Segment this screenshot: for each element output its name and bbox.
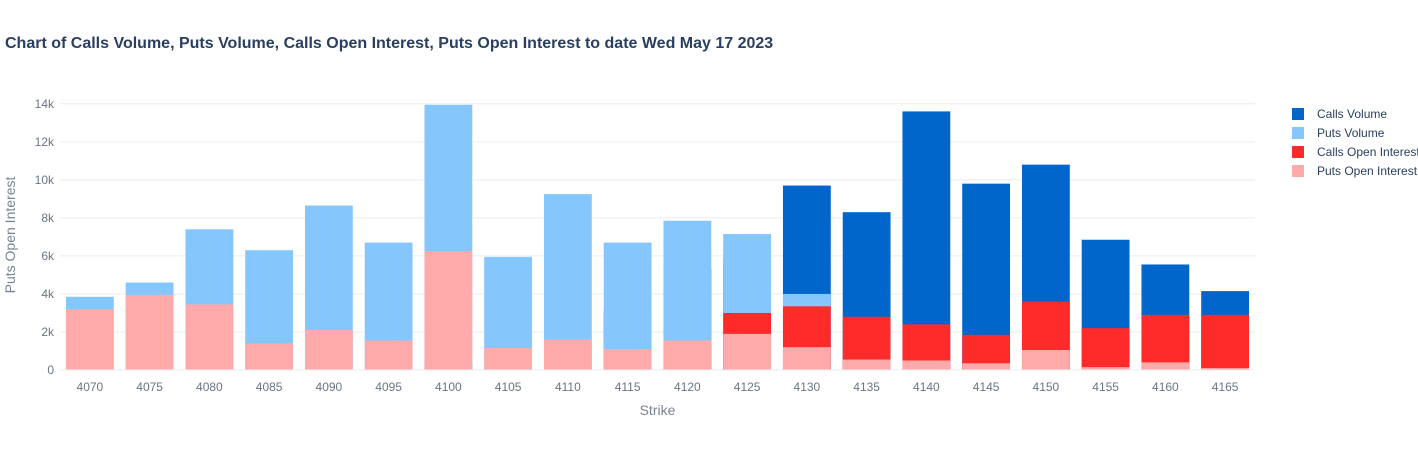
x-tick-label: 4085 <box>256 380 283 394</box>
x-tick-label: 4100 <box>435 380 462 394</box>
legend-swatch <box>1292 127 1304 139</box>
bar-puts-open-interest <box>424 251 473 370</box>
bar-puts-open-interest <box>842 359 891 370</box>
y-tick-label: 12k <box>35 135 55 149</box>
x-tick-label: 4140 <box>913 380 940 394</box>
bar-puts-open-interest <box>1201 368 1250 370</box>
bar-puts-open-interest <box>663 340 712 370</box>
x-tick-label: 4115 <box>615 380 641 394</box>
bar-puts-open-interest <box>245 343 294 370</box>
legend-label: Calls Volume <box>1317 107 1387 121</box>
y-tick-label: 2k <box>41 325 55 339</box>
x-tick-label: 4080 <box>196 380 223 394</box>
bar-puts-open-interest <box>125 294 174 370</box>
bar-puts-open-interest <box>185 304 234 370</box>
bar-puts-open-interest <box>962 363 1011 370</box>
bar-puts-volume <box>603 242 652 370</box>
x-tick-label: 4135 <box>853 380 880 394</box>
x-tick-label: 4130 <box>794 380 821 394</box>
legend-label: Puts Volume <box>1317 126 1385 140</box>
bar-puts-open-interest <box>603 349 652 370</box>
bar-calls-open-interest <box>1141 314 1190 370</box>
x-tick-label: 4095 <box>375 380 402 394</box>
x-tick-label: 4110 <box>555 380 581 394</box>
x-tick-label: 4070 <box>77 380 104 394</box>
bar-puts-open-interest <box>484 348 533 370</box>
x-tick-label: 4165 <box>1212 380 1239 394</box>
y-tick-label: 0 <box>47 363 54 377</box>
x-axis-title: Strike <box>640 402 676 418</box>
bar-calls-open-interest <box>1201 314 1250 370</box>
x-tick-label: 4105 <box>495 380 522 394</box>
legend-swatch <box>1292 146 1304 158</box>
x-tick-label: 4075 <box>136 380 163 394</box>
y-tick-label: 8k <box>41 211 55 225</box>
y-tick-label: 4k <box>41 287 55 301</box>
bar-puts-open-interest <box>364 340 413 370</box>
x-tick-label: 4160 <box>1152 380 1179 394</box>
x-tick-label: 4125 <box>734 380 761 394</box>
bar-calls-open-interest <box>1081 328 1130 370</box>
chart-title: Chart of Calls Volume, Puts Volume, Call… <box>5 35 774 52</box>
bar-puts-open-interest <box>782 347 831 370</box>
x-tick-label: 4120 <box>674 380 701 394</box>
legend-swatch <box>1292 165 1304 177</box>
legend-label: Puts Open Interest <box>1317 164 1418 178</box>
x-tick-label: 4145 <box>973 380 1000 394</box>
y-axis-title: Puts Open Interest <box>2 177 18 294</box>
y-tick-label: 14k <box>35 97 55 111</box>
y-tick-label: 6k <box>41 249 55 263</box>
bar-puts-open-interest <box>723 333 772 370</box>
x-tick-label: 4155 <box>1092 380 1119 394</box>
bar-puts-open-interest <box>1141 362 1190 370</box>
bar-puts-open-interest <box>902 360 951 370</box>
x-tick-label: 4090 <box>316 380 343 394</box>
bar-puts-open-interest <box>304 330 353 370</box>
bar-puts-open-interest <box>1021 350 1070 370</box>
bar-puts-open-interest <box>543 339 592 370</box>
x-tick-label: 4150 <box>1033 380 1060 394</box>
legend-swatch <box>1292 108 1304 120</box>
y-tick-label: 10k <box>35 173 55 187</box>
legend-label: Calls Open Interest <box>1317 145 1418 159</box>
bar-puts-open-interest <box>1081 367 1130 370</box>
bar-puts-open-interest <box>65 309 114 370</box>
